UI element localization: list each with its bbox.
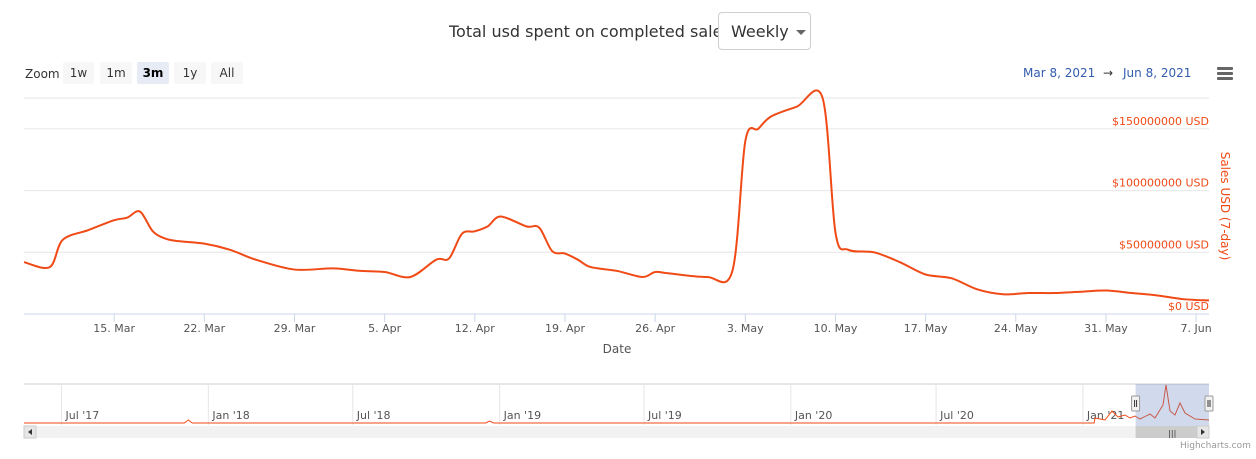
scroll-right-arrow-icon — [1201, 429, 1205, 435]
x-tick-label: 7. Jun — [1181, 322, 1212, 335]
x-tick-label: 10. May — [814, 322, 858, 335]
period-select-value: Weekly — [731, 22, 789, 41]
series-line-sales-usd — [23, 89, 1210, 302]
navigator-handle-right — [1204, 395, 1214, 412]
range-to-input[interactable]: Jun 8, 2021 — [1123, 66, 1192, 80]
x-axis-title: Date — [603, 342, 632, 356]
x-tick-label: 12. Apr — [455, 322, 495, 335]
chart-title: Total usd spent on completed sales. — [449, 22, 736, 41]
navigator-selection-mask — [1135, 384, 1209, 437]
navigator-handle-left — [1131, 395, 1141, 412]
period-select[interactable]: Weekly — [718, 12, 811, 50]
y-tick-label: $0 USD — [1168, 300, 1209, 313]
scrollbar-grip-icon: ||| — [1168, 429, 1176, 438]
x-tick-label: 22. Mar — [183, 322, 225, 335]
x-tick-label: 5. Apr — [368, 322, 401, 335]
zoom-button-all[interactable]: All — [211, 62, 243, 84]
navigator-background — [24, 384, 1209, 425]
navigator-tick-label: Jul '17 — [65, 409, 100, 422]
navigator-tick-label: Jul '20 — [939, 409, 974, 422]
y-tick-label: $100000000 USD — [1112, 177, 1209, 190]
scrollbar-left-button — [23, 425, 37, 439]
navigator-tick-label: Jul '18 — [356, 409, 391, 422]
x-tick-label: 29. Mar — [274, 322, 316, 335]
zoom-button-1y[interactable]: 1y — [174, 62, 206, 84]
navigator-tick-label: Jan '21 — [1086, 409, 1124, 422]
scrollbar-thumb — [1135, 426, 1209, 438]
zoom-button-3m[interactable]: 3m — [137, 62, 169, 84]
chevron-down-icon — [796, 30, 806, 35]
x-tick-label: 24. May — [994, 322, 1038, 335]
menu-icon[interactable] — [1217, 67, 1233, 81]
x-tick-label: 19. Apr — [545, 322, 585, 335]
zoom-button-1m[interactable]: 1m — [100, 62, 132, 84]
x-tick-label: 31. May — [1084, 322, 1128, 335]
navigator-tick-label: Jul '19 — [647, 409, 682, 422]
zoom-button-1w[interactable]: 1w — [63, 62, 94, 84]
scroll-left-arrow-icon — [28, 429, 32, 435]
x-tick-label: 3. May — [727, 322, 764, 335]
navigator-tick-label: Jan '20 — [794, 409, 832, 422]
highcharts-credit[interactable]: Highcharts.com — [1180, 441, 1251, 451]
x-tick-label: 15. Mar — [93, 322, 135, 335]
y-tick-label: $50000000 USD — [1119, 238, 1209, 251]
navigator-tick-label: Jan '19 — [503, 409, 541, 422]
x-tick-label: 17. May — [904, 322, 948, 335]
navigator-series-line — [24, 384, 1210, 424]
chart-header: Total usd spent on completed sales. Week… — [0, 12, 1256, 52]
navigator-tick-label: Jan '18 — [211, 409, 249, 422]
y-tick-label: $150000000 USD — [1112, 115, 1209, 128]
range-from-input[interactable]: Mar 8, 2021 — [1023, 66, 1096, 80]
range-arrow: → — [1103, 66, 1114, 80]
zoom-label: Zoom — [25, 67, 60, 81]
scrollbar-track — [24, 426, 1209, 438]
x-tick-label: 26. Apr — [635, 322, 675, 335]
y-axis-title: Sales USD (7-day) — [1218, 152, 1232, 261]
scrollbar-right-button — [1196, 425, 1210, 439]
